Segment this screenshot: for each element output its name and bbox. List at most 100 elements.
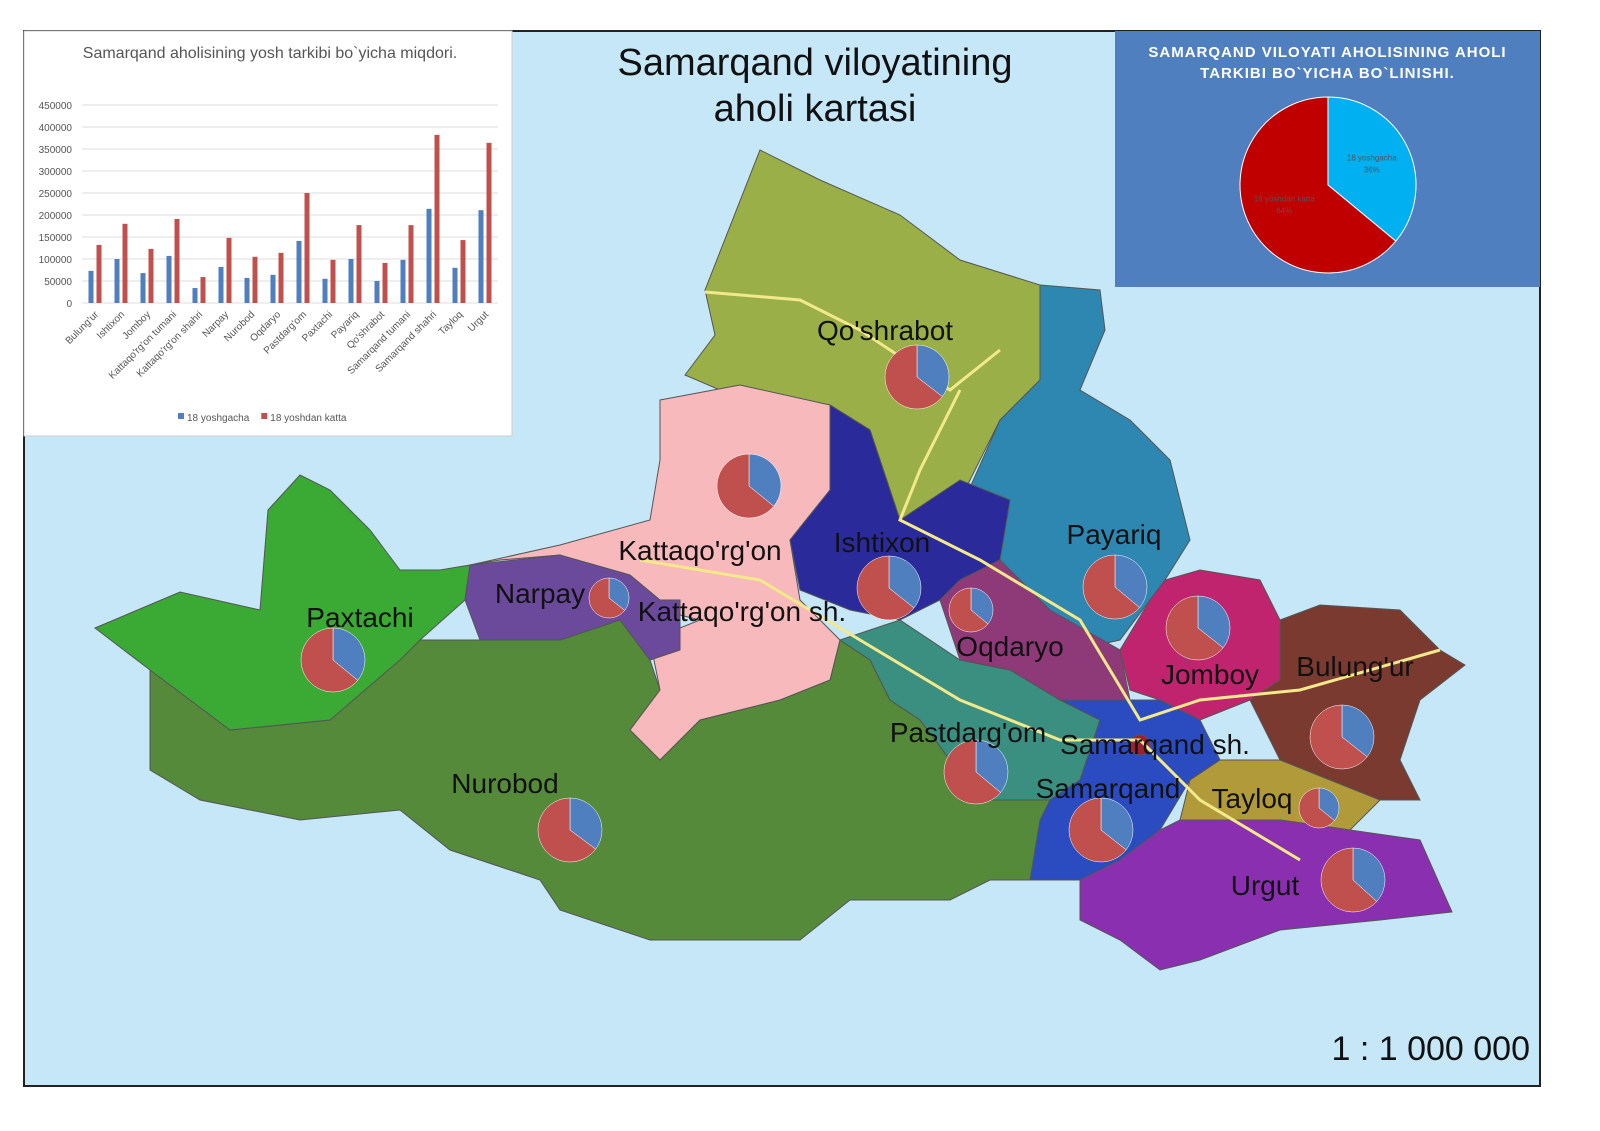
road bbox=[704, 290, 1001, 392]
bar bbox=[114, 259, 120, 303]
map-pie-slice bbox=[1114, 554, 1148, 608]
y-tick-label: 0 bbox=[66, 299, 72, 310]
pie-slice bbox=[1239, 96, 1397, 274]
map-pie-slice bbox=[300, 627, 359, 693]
narpay-area bbox=[464, 554, 681, 661]
bar bbox=[200, 277, 206, 303]
bar bbox=[88, 270, 94, 303]
pie-value-label: 64% bbox=[1276, 207, 1292, 216]
map-pie-slice bbox=[1309, 704, 1368, 770]
district-label: Kattaqo'rg'on sh. bbox=[638, 596, 846, 627]
bar-chart-title: Samarqand aholisining yosh tarkibi bo`yi… bbox=[82, 45, 458, 62]
y-tick-label: 400000 bbox=[39, 123, 73, 134]
map-pie-slice bbox=[943, 739, 1001, 805]
bar bbox=[140, 273, 146, 303]
pie-category-label: 18 yoshdan katta bbox=[1254, 195, 1315, 204]
paxtachi-area bbox=[94, 474, 471, 731]
map-pie-slice bbox=[948, 587, 989, 633]
district-label: Urgut bbox=[1231, 870, 1300, 901]
y-tick-label: 150000 bbox=[39, 233, 73, 244]
district-label: Tayloq bbox=[1212, 783, 1293, 814]
map-pie-slice bbox=[1341, 704, 1375, 758]
map-pie-slice bbox=[1352, 847, 1386, 902]
y-tick-label: 100000 bbox=[39, 255, 73, 266]
bar bbox=[270, 274, 276, 303]
district-label: Nurobod bbox=[451, 768, 558, 799]
map-pie-slice bbox=[888, 555, 922, 609]
bar bbox=[304, 193, 310, 303]
pie-value-label: 36% bbox=[1364, 165, 1380, 174]
y-tick-label: 50000 bbox=[44, 277, 72, 288]
bar bbox=[226, 237, 232, 303]
map-pie-slice bbox=[608, 577, 630, 611]
y-tick-label: 350000 bbox=[39, 145, 73, 156]
district-label: Oqdaryo bbox=[956, 631, 1063, 662]
district-label: Samarqand sh. bbox=[1060, 729, 1250, 760]
district-label: Ishtixon bbox=[834, 527, 931, 558]
district-label: Bulung'ur bbox=[1296, 651, 1413, 682]
bar bbox=[148, 248, 154, 303]
bar bbox=[322, 278, 328, 303]
bar bbox=[478, 210, 484, 303]
district-label: Kattaqo'rg'on bbox=[618, 535, 781, 566]
map-pie-slice bbox=[569, 797, 603, 850]
district-label: Paxtachi bbox=[306, 602, 413, 633]
bar bbox=[122, 223, 128, 303]
pie-chart-title: SAMARQAND VILOYATI AHOLISINING AHOLI TAR… bbox=[1148, 44, 1507, 82]
scale-label: 1 : 1 000 000 bbox=[1331, 1030, 1530, 1068]
legend-swatch bbox=[178, 413, 184, 419]
bar bbox=[408, 225, 414, 303]
bar bbox=[166, 255, 172, 303]
map-pie-slice bbox=[1100, 797, 1134, 851]
district-label: Samarqand bbox=[1036, 773, 1181, 804]
roads bbox=[639, 290, 1441, 862]
bar bbox=[426, 208, 432, 303]
map-pie-slice bbox=[716, 453, 775, 519]
map-pie-slice bbox=[856, 555, 915, 621]
map-pie-slice bbox=[1320, 847, 1378, 913]
bar bbox=[192, 288, 198, 303]
district-label: Qo'shrabot bbox=[817, 315, 953, 346]
bar bbox=[356, 225, 362, 303]
map-pie-slice bbox=[884, 344, 943, 410]
map-pie-slice bbox=[537, 797, 597, 863]
y-tick-label: 200000 bbox=[39, 211, 73, 222]
y-tick-label: 300000 bbox=[39, 167, 73, 178]
map-pie-slice bbox=[975, 739, 1009, 793]
bar bbox=[96, 244, 102, 303]
bulungur-area bbox=[1249, 604, 1466, 801]
bar bbox=[374, 281, 380, 303]
bar bbox=[382, 262, 388, 303]
district-label: Pastdarg'om bbox=[890, 717, 1046, 748]
road bbox=[898, 389, 1441, 722]
bar bbox=[348, 259, 354, 303]
map-pie-slice bbox=[970, 587, 994, 625]
map-pie-slice bbox=[916, 344, 950, 397]
map-pie-slice bbox=[1082, 554, 1140, 620]
bar bbox=[252, 256, 258, 303]
bar bbox=[296, 240, 302, 303]
map-pie-slice bbox=[1165, 595, 1224, 661]
map-pie-slice bbox=[1068, 797, 1127, 863]
pie-category-label: 18 yoshgacha bbox=[1347, 153, 1397, 162]
bar bbox=[460, 240, 466, 303]
bar bbox=[452, 267, 458, 303]
map-pie-slice bbox=[1298, 787, 1335, 829]
y-tick-label: 450000 bbox=[39, 101, 73, 112]
bar bbox=[434, 134, 440, 303]
map-pie-slice bbox=[332, 627, 366, 681]
bar bbox=[400, 259, 406, 303]
y-tick-label: 250000 bbox=[39, 189, 73, 200]
bar bbox=[218, 266, 224, 303]
map-pie-slice bbox=[748, 453, 782, 507]
pie-slice bbox=[1327, 96, 1417, 242]
bar bbox=[244, 277, 250, 303]
road bbox=[639, 558, 1301, 862]
bar bbox=[174, 218, 180, 303]
map-pie-slice bbox=[1318, 787, 1340, 821]
legend-label: 18 yoshdan katta bbox=[270, 413, 347, 424]
legend-label: 18 yoshgacha bbox=[187, 413, 250, 424]
district-label: Narpay bbox=[495, 578, 585, 609]
